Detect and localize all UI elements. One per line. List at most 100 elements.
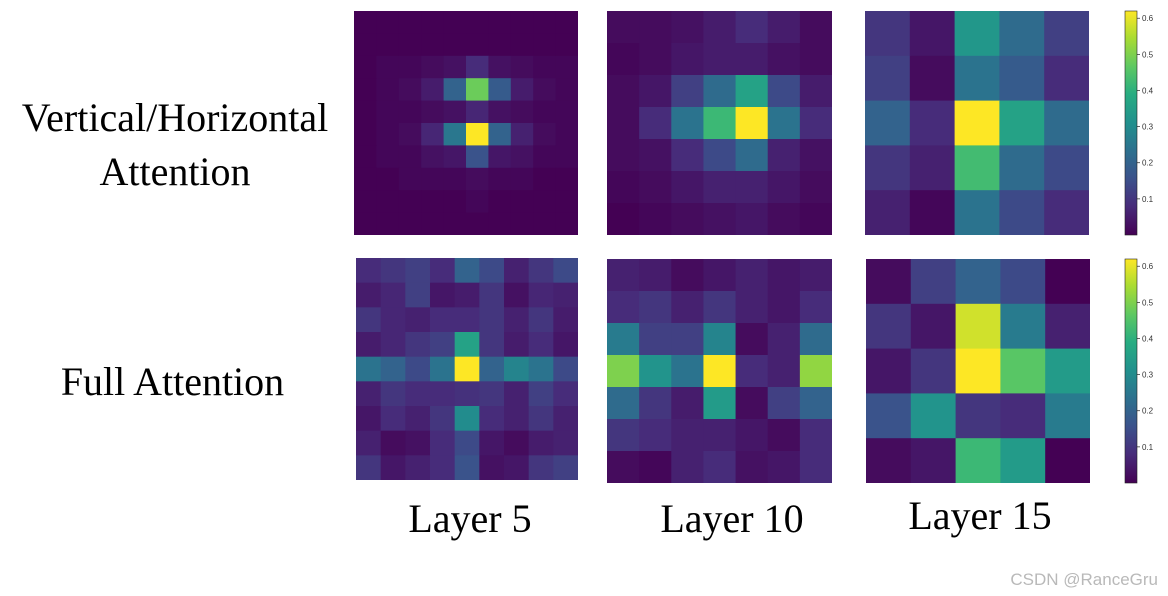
heatmap-cell	[555, 100, 578, 124]
heatmap-cell	[607, 11, 640, 44]
heatmap-cell	[607, 43, 640, 76]
colorbar-bottom: 0.1 0.2 0.3 0.4 0.5 0.6	[1124, 258, 1154, 484]
heatmap-cell	[421, 145, 445, 169]
heatmap-cell	[553, 332, 578, 358]
heatmap-cell	[607, 291, 640, 324]
heatmap-cell	[866, 303, 912, 350]
heatmap-cell	[479, 307, 505, 333]
heatmap-cell	[865, 145, 911, 191]
heatmap-cell	[703, 75, 737, 108]
heatmap-cell	[356, 406, 382, 432]
heatmap-cell	[421, 55, 445, 79]
heatmap-cell	[735, 355, 769, 388]
heatmap-cell	[510, 33, 534, 57]
heatmap-cell	[356, 455, 382, 480]
heatmap-cell	[767, 355, 801, 388]
heatmap-cell	[533, 78, 557, 102]
row-label-full-attention: Full Attention	[60, 359, 285, 404]
heatmap-cell	[909, 100, 956, 146]
heatmap-cell	[504, 430, 530, 456]
heatmap-cell	[639, 107, 672, 140]
heatmap-cell	[454, 332, 480, 358]
heatmap-cell	[443, 212, 467, 235]
heatmap-cell	[504, 381, 530, 407]
heatmap-cell	[703, 11, 737, 44]
heatmap-cell	[767, 11, 801, 44]
heatmap-cell	[799, 387, 832, 420]
heatmap-cell	[735, 387, 769, 420]
heatmap-cell	[703, 387, 737, 420]
heatmap-cell	[380, 381, 406, 407]
heatmap-cell	[421, 33, 445, 57]
heatmap-full-layer-10	[607, 259, 832, 483]
heatmap-cell	[999, 100, 1045, 146]
heatmap-cell	[671, 11, 705, 44]
heatmap-cell	[533, 33, 557, 57]
heatmap-cell	[1000, 303, 1046, 350]
heatmap-cell	[454, 406, 480, 432]
heatmap-cell	[999, 55, 1045, 102]
heatmap-cell	[703, 203, 737, 235]
heatmap-cell	[528, 430, 554, 456]
heatmap-cell	[735, 75, 769, 108]
heatmap-cell	[607, 107, 640, 140]
heatmap-cell	[488, 33, 512, 57]
heatmap-cell	[639, 291, 672, 324]
heatmap-cell	[735, 139, 769, 172]
heatmap-cell	[488, 167, 512, 191]
heatmap-cell	[866, 348, 912, 394]
heatmap-cell	[504, 282, 530, 308]
heatmap-cell	[405, 430, 431, 456]
heatmap-cell	[454, 455, 480, 480]
heatmap-cell	[443, 11, 467, 34]
heatmap-cell	[488, 212, 512, 235]
heatmap-cell	[767, 75, 801, 108]
heatmap-cell	[799, 291, 832, 324]
heatmap-cell	[703, 323, 737, 356]
heatmap-cell	[1044, 145, 1089, 191]
heatmap-cell	[376, 11, 400, 34]
heatmap-cell	[1000, 438, 1046, 483]
heatmap-cell	[356, 381, 382, 407]
heatmap-cell	[955, 303, 1001, 350]
heatmap-cell	[398, 33, 422, 57]
heatmap-cell	[443, 123, 467, 146]
heatmap-cell	[405, 455, 431, 480]
heatmap-cell	[504, 258, 530, 284]
heatmap-cell	[671, 419, 705, 452]
heatmap-cell	[454, 430, 480, 456]
heatmap-cell	[533, 145, 557, 169]
column-label-layer-10: Layer 10	[660, 496, 804, 541]
heatmap-cell	[553, 307, 578, 333]
heatmap-cell	[865, 11, 911, 57]
heatmap-cell	[533, 167, 557, 191]
heatmap-cell	[799, 107, 832, 140]
heatmap-cell	[639, 11, 672, 44]
heatmap-cell	[510, 145, 534, 169]
heatmap-cell	[703, 355, 737, 388]
colorbar-tick-label: 0.4	[1142, 86, 1154, 95]
heatmap-cell	[671, 323, 705, 356]
heatmap-cell	[356, 356, 382, 382]
heatmap-cell	[671, 355, 705, 388]
heatmap-cell	[354, 55, 377, 79]
heatmap-cell	[380, 356, 406, 382]
heatmap-cell	[466, 190, 489, 214]
heatmap-cell	[553, 282, 578, 308]
colorbar-tick-label: 0.1	[1142, 443, 1154, 452]
heatmap-cell	[954, 100, 1000, 146]
heatmap-cell	[528, 282, 554, 308]
heatmap-cell	[398, 190, 422, 214]
colorbar-tick-label: 0.2	[1142, 407, 1154, 416]
heatmap-cell	[380, 406, 406, 432]
heatmap-cell	[555, 145, 578, 169]
heatmap-cell	[354, 212, 377, 235]
heatmap-cell	[1045, 438, 1090, 483]
heatmap-cell	[421, 123, 445, 146]
heatmap-cell	[430, 258, 456, 284]
heatmap-cell	[954, 55, 1000, 102]
heatmap-cell	[376, 212, 400, 235]
heatmap-cell	[735, 419, 769, 452]
heatmap-cell	[767, 419, 801, 452]
heatmap-cell	[767, 387, 801, 420]
